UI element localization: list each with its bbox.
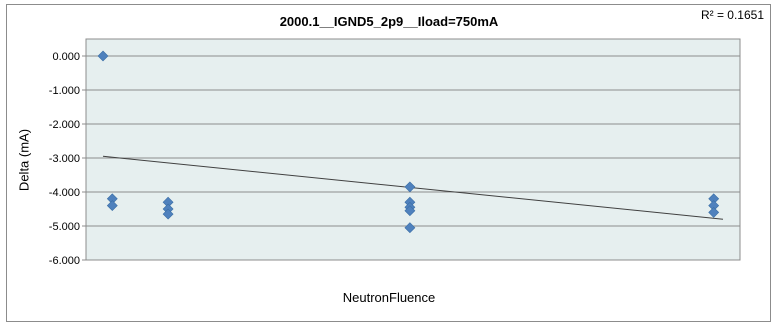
y-tick-label: -5.000: [49, 221, 80, 233]
data-point: [97, 50, 109, 62]
x-axis-label: NeutronFluence: [342, 290, 436, 305]
y-tick-label: -2.000: [49, 119, 80, 131]
chart-title: 2000.1__IGND5_2p9__Iload=750mA: [279, 14, 499, 29]
y-tick-label: -3.000: [49, 153, 80, 165]
data-point: [404, 181, 416, 193]
data-point: [404, 205, 416, 217]
data-point: [106, 200, 118, 212]
y-tick-label: -4.000: [49, 187, 80, 199]
y-tick-label: -6.000: [49, 255, 80, 267]
plot-area: [85, 38, 741, 261]
y-tick-label: -1.000: [49, 85, 80, 97]
data-point: [708, 206, 720, 218]
data-point: [162, 208, 174, 220]
data-point: [404, 222, 416, 234]
y-tick-label: 0.000: [52, 51, 80, 63]
r-squared-label: R² = 0.1651: [700, 8, 764, 22]
